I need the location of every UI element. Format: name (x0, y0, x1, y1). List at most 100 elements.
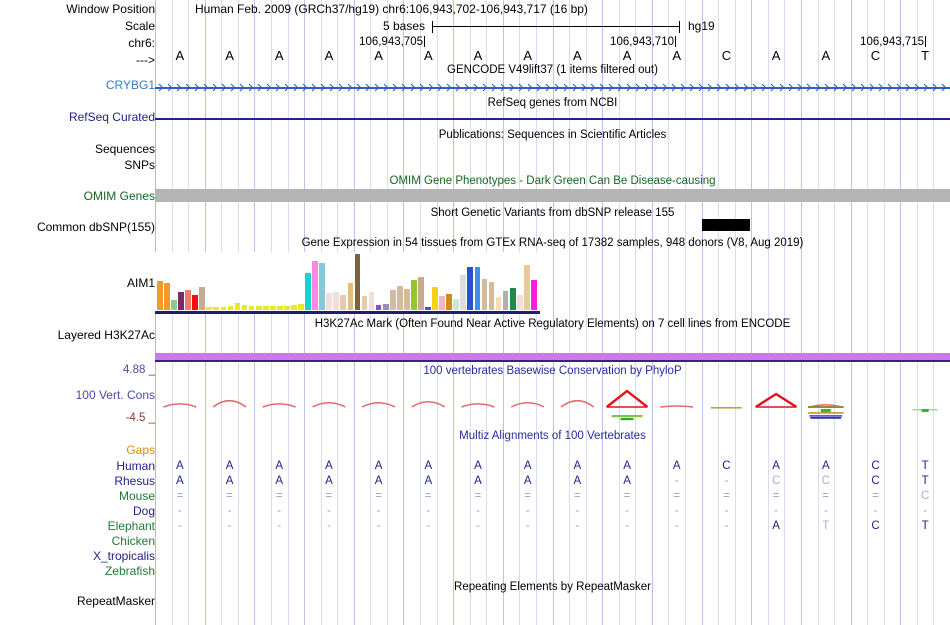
multiz-alignment-cell: A (176, 460, 184, 472)
gtex-tissue-bar[interactable] (354, 254, 361, 310)
gtex-tissue-bar[interactable] (411, 280, 417, 310)
gtex-tissue-bar[interactable] (474, 266, 481, 310)
track-data-area[interactable]: Human Feb. 2009 (GRCh37/hg19) chr6:106,9… (155, 0, 950, 625)
gtex-tissue-bar[interactable] (185, 289, 191, 310)
gtex-tissue-bar[interactable] (199, 286, 206, 310)
multiz-alignment-cell: A (623, 475, 631, 487)
gtex-tissue-bar[interactable] (361, 296, 368, 310)
gtex-tissue-bar[interactable] (157, 281, 163, 310)
gtex-tissue-bar[interactable] (382, 304, 389, 310)
gtex-tissue-bar[interactable] (523, 264, 530, 310)
gtex-tissue-bar[interactable] (298, 304, 304, 310)
publications-track-title: Publications: Sequences in Scientific Ar… (438, 129, 667, 141)
multiz-alignment-cell: A (772, 520, 780, 532)
sequence-base: A (423, 48, 433, 63)
multiz-alignment-cell: = (424, 490, 432, 502)
phylop-base-score (560, 399, 595, 408)
multiz-conservation-segment (807, 406, 844, 408)
gtex-tissue-bar[interactable] (425, 307, 431, 310)
gtex-tissue-bar[interactable] (481, 279, 488, 310)
phylop-base-score (262, 403, 296, 408)
gtex-tissue-bar[interactable] (255, 306, 262, 310)
refseq-track-title: RefSeq genes from NCBI (487, 97, 618, 109)
phylop-base-score (605, 389, 649, 408)
gtex-tissue-bar[interactable] (312, 260, 318, 310)
multiz-alignment-cell: - (326, 520, 331, 532)
omim-gene-band[interactable] (155, 189, 950, 202)
multiz-alignment-cell: - (227, 520, 232, 532)
gtex-tissue-bar[interactable] (319, 262, 326, 310)
gtex-tissue-bar[interactable] (347, 282, 354, 310)
gtex-tissue-bar[interactable] (241, 305, 248, 310)
phylop-base-score (411, 401, 446, 408)
gtex-tissue-bar[interactable] (340, 294, 347, 310)
gtex-tissue-bar[interactable] (375, 305, 382, 310)
h3k27ac-signal-band[interactable] (155, 353, 950, 360)
gtex-tissue-bar[interactable] (213, 307, 220, 310)
gtex-tissue-bar[interactable] (227, 306, 234, 310)
gtex-tissue-bar[interactable] (333, 291, 340, 310)
window-position-label: Window Position (66, 2, 155, 16)
gtex-tissue-bar[interactable] (530, 280, 537, 310)
track-label-aim1[interactable]: AIM1 (126, 276, 155, 290)
gtex-tissue-bar[interactable] (220, 307, 227, 310)
repeatmasker-track-title: Repeating Elements by RepeatMasker (454, 581, 651, 593)
gtex-tissue-bar[interactable] (509, 287, 516, 310)
gtex-expression-barchart[interactable] (155, 252, 540, 314)
gtex-tissue-bar[interactable] (446, 293, 453, 310)
gtex-tissue-bar[interactable] (516, 294, 523, 310)
gtex-tissue-bar[interactable] (164, 282, 170, 310)
gtex-tissue-bar[interactable] (206, 307, 213, 310)
gtex-tissue-bar[interactable] (453, 299, 460, 310)
gtex-tissue-bar[interactable] (418, 277, 424, 310)
gtex-tissue-bar[interactable] (171, 300, 177, 310)
track-label-100-vert-cons[interactable]: 100 Vert. Cons (75, 388, 155, 402)
gtex-tissue-bar[interactable] (305, 273, 311, 310)
multiz-alignment-cell: - (227, 505, 232, 517)
gtex-tissue-bar[interactable] (432, 286, 438, 310)
species-label-gaps: Gaps (126, 443, 155, 457)
dbsnp-variant-block[interactable] (702, 219, 750, 231)
position-tick-2: 106,943,710 (610, 36, 674, 48)
multiz-alignment-cell: - (575, 505, 580, 517)
track-label-common-dbsnp[interactable]: Common dbSNP(155) (36, 220, 155, 234)
gtex-tissue-bar[interactable] (234, 303, 241, 310)
gtex-tissue-bar[interactable] (178, 291, 184, 310)
gtex-tissue-bar[interactable] (248, 306, 255, 310)
gtex-tissue-bar[interactable] (291, 305, 297, 310)
track-label-snps[interactable]: SNPs (124, 158, 155, 172)
track-label-crybg1[interactable]: CRYBG1 (105, 78, 155, 92)
phylop-conservation-plot[interactable] (155, 382, 950, 424)
crybg1-gene-arrows[interactable] (155, 82, 950, 93)
gtex-tissue-bar[interactable] (403, 288, 410, 310)
track-label-refseq-curated[interactable]: RefSeq Curated (68, 110, 155, 124)
gtex-tissue-bar[interactable] (192, 294, 199, 310)
multiz-alignment-cell: = (226, 490, 233, 502)
gtex-tissue-bar[interactable] (269, 306, 276, 310)
gtex-tissue-bar[interactable] (326, 292, 333, 310)
gtex-tissue-bar[interactable] (502, 290, 509, 310)
gtex-tissue-bar[interactable] (396, 285, 403, 310)
gtex-tissue-bar[interactable] (389, 289, 396, 310)
gtex-tissue-bar[interactable] (467, 266, 474, 310)
track-label-sequences[interactable]: Sequences (94, 142, 155, 156)
track-label-h3k27ac[interactable]: Layered H3K27Ac (57, 328, 155, 342)
phylop-base-score (312, 402, 346, 408)
multiz-alignment-cell: A (523, 475, 532, 487)
gtex-tissue-bar[interactable] (495, 297, 502, 310)
gtex-tissue-bar[interactable] (368, 291, 375, 310)
species-label-mouse: Mouse (118, 489, 155, 503)
track-label-omim-genes[interactable]: OMIM Genes (83, 189, 155, 203)
gtex-tissue-bar[interactable] (276, 306, 283, 310)
sequence-base: A (573, 48, 582, 63)
refseq-feature-line[interactable] (155, 118, 950, 120)
assembly-position-title: Human Feb. 2009 (GRCh37/hg19) chr6:106,9… (195, 2, 588, 16)
gtex-tissue-bar[interactable] (439, 295, 445, 310)
gtex-tissue-bar[interactable] (460, 275, 467, 310)
gtex-tissue-bar[interactable] (262, 306, 269, 310)
track-label-repeatmasker[interactable]: RepeatMasker (76, 594, 155, 608)
phylop-base-score (212, 399, 247, 408)
species-label-dog: Dog (132, 504, 155, 518)
gtex-tissue-bar[interactable] (488, 282, 495, 310)
gtex-tissue-bar[interactable] (284, 306, 290, 310)
